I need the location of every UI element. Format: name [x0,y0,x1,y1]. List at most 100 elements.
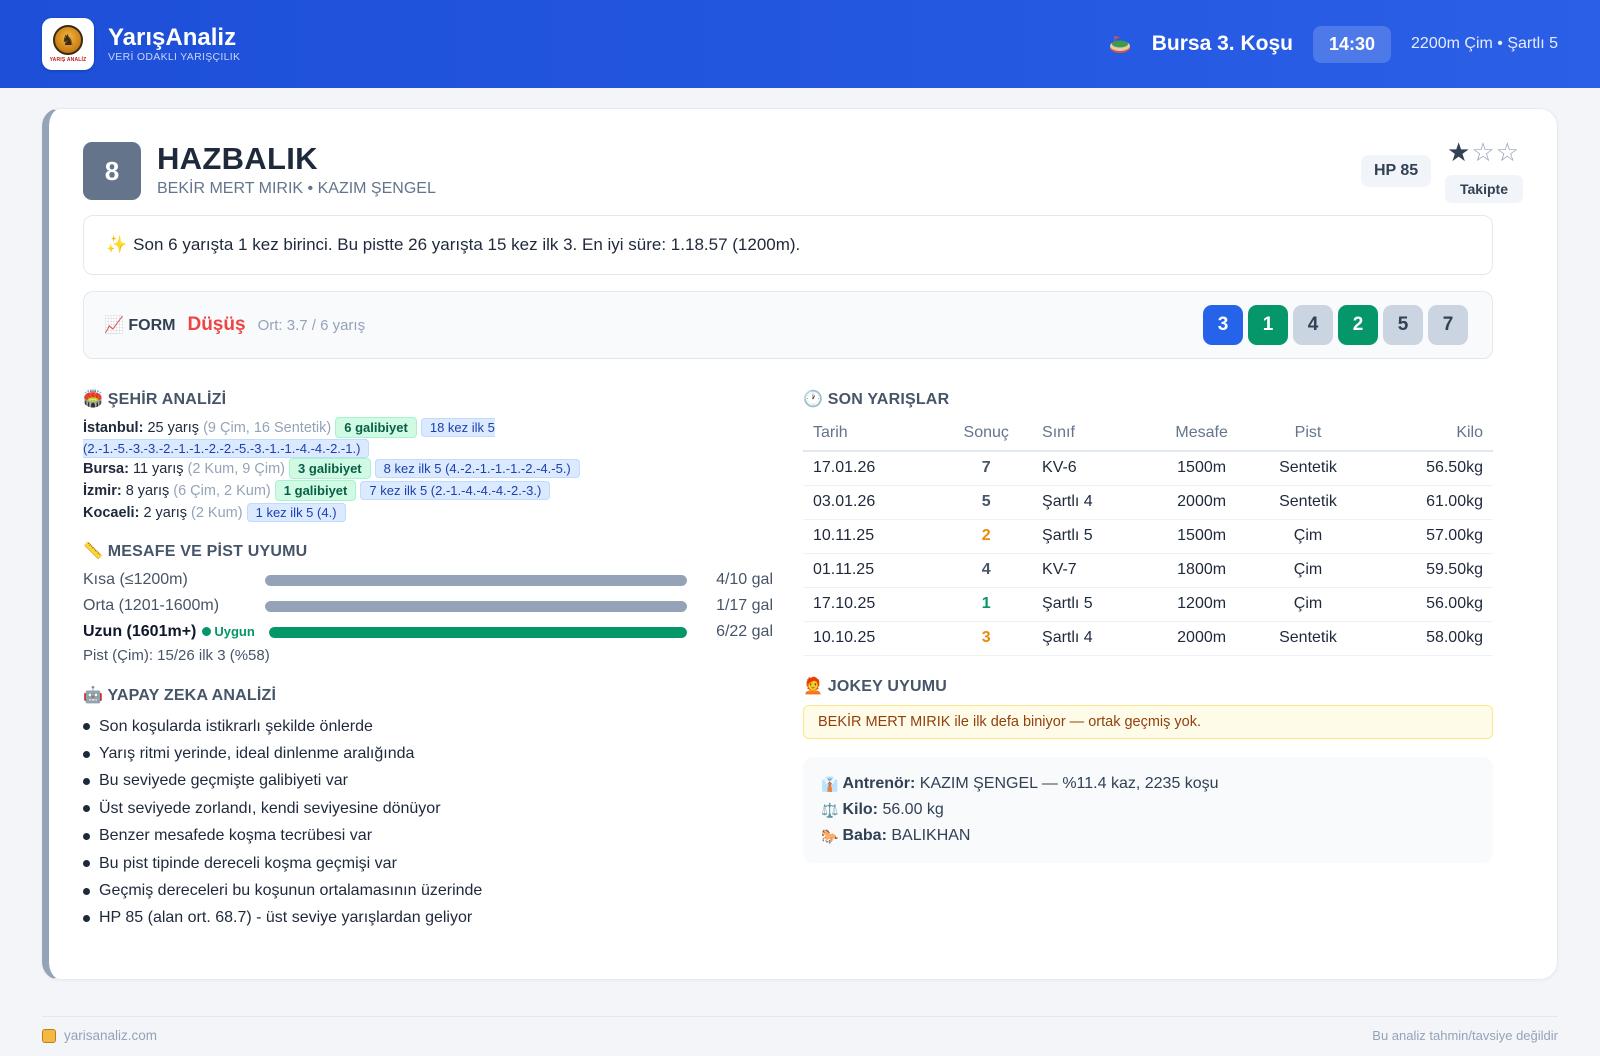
column-header[interactable]: Tarih [803,415,943,452]
horse-number-badge: 8 [83,142,141,200]
race-result: 2 [942,519,1031,554]
jockey-note: BEKİR MERT MIRIK ile ilk defa biniyor — … [803,705,1493,739]
column-header[interactable]: Sınıf [1030,415,1151,452]
logo-text: YARIŞ ANALİZ [49,57,87,63]
tie-icon: 👔 [821,775,839,792]
city-analysis-title: 🏟️ ŞEHİR ANALİZİ [83,389,226,409]
distance-bar [265,574,687,586]
race-class: KV-6 [1030,451,1151,486]
list-item: Bu seviyede geçmişte galibiyeti var [83,768,482,795]
list-item: Benzer mesafede koşma tecrübesi var [83,823,482,850]
jockey-icon: 🧑‍🦰 [803,678,824,695]
race-date: 01.11.25 [803,553,943,588]
race-weight: 56.00kg [1363,587,1493,622]
form-label-text: FORM [128,317,176,334]
city-races: 8 yarış [125,483,170,499]
top5-tag: 7 kez ilk 5 (2.-1.-4.-4.-4.-2.-3.) [360,481,551,500]
form-average: Ort: 3.7 / 6 yarış [257,316,366,334]
list-item: Geçmiş dereceleri bu koşunun ortalamasın… [83,877,482,904]
suitable-badge-text: Uygun [214,624,255,639]
hp-badge: HP 85 [1361,155,1432,187]
race-track: Çim [1252,587,1364,622]
race-result: 7 [942,451,1031,486]
list-item: HP 85 (alan ort. 68.7) - üst seviye yarı… [83,905,482,932]
star-filled-icon[interactable]: ★ [1447,137,1472,167]
horse-info-box: 👔 Antrenör: KAZIM ŞENGEL — %11.4 kaz, 223… [803,757,1493,863]
table-row: 17.01.26 7 KV-6 1500m Sentetik 56.50kg [803,451,1493,486]
race-class: Şartlı 4 [1030,485,1151,520]
distance-label: Uzun (1601m+) Uygun [83,623,269,641]
list-item: Üst seviyede zorlandı, kendi seviyesine … [83,795,482,822]
table-row: 17.10.25 1 Şartlı 5 1200m Çim 56.00kg [803,587,1493,622]
app-header: ♞ YARIŞ ANALİZ YarışAnaliz VERİ ODAKLI Y… [0,0,1600,88]
race-date: 17.10.25 [803,587,943,622]
table-row: 03.01.26 5 Şartlı 4 2000m Sentetik 61.00kg [803,485,1493,520]
wins-tag: 1 galibiyet [274,480,357,501]
weight-label: Kilo: [842,801,878,818]
race-weight: 57.00kg [1363,519,1493,554]
distance-title: 📏 MESAFE VE PİST UYUMU [83,541,307,561]
race-class: Şartlı 5 [1030,519,1151,554]
race-info: Bursa 3. Koşu 14:30 2200m Çim • Şartlı 5 [1108,25,1558,63]
race-distance: 2000m [1150,485,1253,520]
city-row-bursa: Bursa: 11 yarış (2 Kum, 9 Çim) 3 galibiy… [83,458,580,479]
jockey-trainer: BEKİR MERT MIRIK • KAZIM ŞENGEL [157,180,436,197]
table-row: 01.11.25 4 KV-7 1800m Çim 59.50kg [803,553,1493,588]
form-result-chip: 2 [1338,305,1378,345]
list-item-text: Üst seviyede zorlandı, kendi seviyesine … [99,799,441,817]
horse-icon: 🐎 [821,827,839,844]
column-header[interactable]: Pist [1252,415,1364,452]
star-empty-icon[interactable]: ☆ [1495,137,1520,167]
race-track: Çim [1252,553,1364,588]
race-date: 03.01.26 [803,485,943,520]
form-results: 3 1 4 2 5 7 [1198,305,1468,345]
horse-head-icon: ♞ [53,25,83,55]
city-name: Kocaeli: [83,505,140,521]
race-distance: 2000m [1150,621,1253,656]
horse-card: 8 HAZBALIK BEKİR MERT MIRIK • KAZIM ŞENG… [42,108,1558,980]
race-track: Sentetik [1252,451,1364,486]
star-empty-icon[interactable]: ☆ [1471,137,1496,167]
ruler-icon: 📏 [83,543,104,560]
column-header[interactable]: Kilo [1363,415,1493,452]
trainer-line: 👔 Antrenör: KAZIM ŞENGEL — %11.4 kaz, 223… [821,771,1493,797]
stadium-icon [1109,36,1130,53]
rating-stars[interactable]: ★☆☆ [1447,137,1520,168]
brand-logo[interactable]: ♞ YARIŞ ANALİZ [42,18,94,70]
city-detail: (2 Kum) [191,505,243,521]
scale-icon: ⚖️ [821,801,839,818]
race-distance: 1200m [1150,587,1253,622]
distance-bar-fill [265,574,687,586]
distance-bar-fill [269,626,687,638]
distance-label: Kısa (≤1200m) [83,571,188,588]
top5-tag: 8 kez ilk 5 (4.-2.-1.-1.-1.-2.-4.-5.) [374,459,580,478]
table-row: 10.10.25 3 Şartlı 4 2000m Sentetik 58.00kg [803,621,1493,656]
clock-icon: 🕐 [803,391,824,408]
top5-tag: 1 kez ilk 5 (4.) [246,503,346,522]
chart-up-icon: 📈 [104,317,124,334]
follow-button[interactable]: Takipte [1445,175,1523,203]
wins-tag: 6 galibiyet [335,417,417,438]
city-name: İzmir: [83,483,122,499]
footer-disclaimer: Bu analiz tahmin/tavsiye değildir [1372,1028,1558,1043]
wins-tag: 3 galibiyet [289,458,371,479]
city-detail: (9 Çim, 16 Sentetik) [203,420,332,436]
recent-races-title: 🕐 SON YARIŞLAR [803,389,949,409]
bullet-icon [83,805,90,813]
distance-bar [265,600,687,612]
sire-label: Baba: [842,827,887,844]
column-header[interactable]: Mesafe [1150,415,1253,452]
footer-site-text[interactable]: yarisanaliz.com [64,1028,158,1043]
race-result: 4 [942,553,1031,588]
sire-value: BALIKHAN [891,827,971,844]
brand-name[interactable]: YarışAnaliz [108,24,237,51]
race-distance: 1800m [1150,553,1253,588]
jockey-fit-title: 🧑‍🦰 JOKEY UYUMU [803,676,947,696]
footer-site[interactable]: yarisanaliz.com [42,1028,157,1043]
distance-bar-fill [265,600,687,612]
distance-label-text: Uzun (1601m+) [83,623,197,640]
form-panel: 📈 FORM Düşüş Ort: 3.7 / 6 yarış 3 1 4 2 … [83,291,1493,359]
list-item-text: Benzer mesafede koşma tecrübesi var [99,827,373,845]
column-header[interactable]: Sonuç [942,415,1031,452]
sparkles-icon: ✨ [106,235,128,254]
